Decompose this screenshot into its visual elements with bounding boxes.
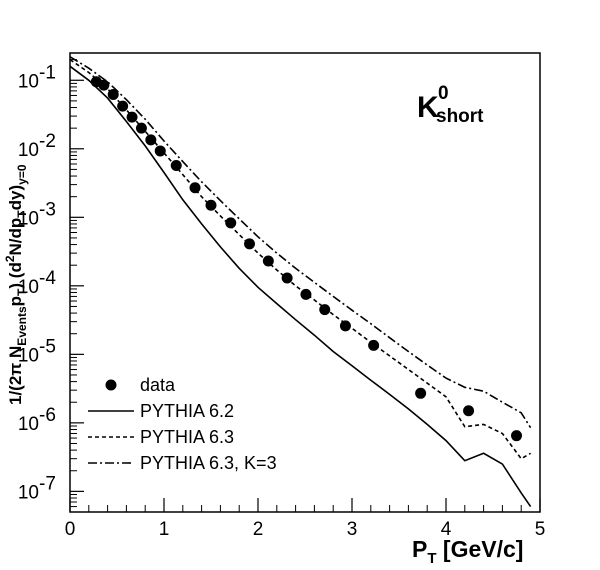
y-title-sub-t2: T [15,210,29,218]
x-tick-label: 1 [159,519,170,540]
x-tick-label: 3 [347,519,358,540]
data-point [244,238,256,250]
data-markers [90,76,522,442]
data-point [126,111,138,123]
y-tick-exponent: -6 [39,405,56,426]
legend-label: PYTHIA 6.2 [140,401,234,421]
y-tick-exponent: -7 [39,473,56,494]
x-axis-title-units: [GeV/c] [437,536,524,562]
x-axis-title-text: PT [GeV/c] [412,536,523,567]
x-axis-title-sub: T [427,550,436,567]
data-point [98,79,110,91]
legend-marker [105,379,117,391]
x-axis-title: PT [GeV/c] [412,536,523,567]
y-title-sup-2: 2 [3,255,17,262]
y-tick-exponent: -1 [39,62,56,83]
y-tick-label: 10 [18,414,39,435]
particle-label-main: K [417,91,439,124]
x-axis-title-p: P [412,536,427,562]
plot-frame [69,52,541,513]
x-tick-label: 2 [253,519,264,540]
y-title-part-3: ) (d [6,262,25,288]
data-point [135,122,147,134]
data-point [281,272,293,284]
y-title-part-2: p [6,296,25,306]
series-line-3 [69,56,532,429]
y-tick-label: 10 [18,71,39,92]
particle-label: K 0 short [417,83,484,127]
data-point [145,134,157,146]
y-axis-title: 1/(2π NEventspT) (d2N/dpTdy)y=0 [3,164,29,405]
particle-label-subscript: short [436,106,484,127]
x-tick-label: 5 [535,519,546,540]
particle-label-superscript: 0 [438,83,449,104]
data-point [300,288,312,300]
data-point [189,182,201,194]
x-tick-label: 0 [65,519,76,540]
y-title-part-5: dy) [6,185,25,211]
y-title-sub-t1: T [15,288,29,296]
y-title-part-4: N/dp [6,218,25,256]
data-point [117,100,129,112]
y-tick-exponent: -5 [39,336,56,357]
data-point [319,304,331,316]
y-tick-exponent: -4 [39,268,56,289]
legend-label: PYTHIA 6.3 [140,427,234,447]
y-tick-label: 10 [18,140,39,161]
data-point [107,88,119,100]
y-tick-exponent: -3 [39,199,56,220]
data-point [225,217,237,229]
y-title-part-1: 1/(2π N [6,346,25,405]
data-point [463,405,475,417]
legend: data PYTHIA 6.2 PYTHIA 6.3 PYTHIA 6.3, K=3 [88,375,277,473]
data-point [415,387,427,399]
data-point [262,255,274,267]
y-title-sub-events: Events [15,306,29,346]
x-tick-label: 4 [441,519,452,540]
axis-ticks: 0 1 2 3 4 510-710-610-510-410-310-210-1 [18,59,546,540]
y-axis-title-text: 1/(2π NEventspT) (d2N/dpTdy)y=0 [3,164,29,405]
y-tick-label: 10 [18,345,39,366]
data-point [170,160,182,172]
data-point [339,320,351,332]
y-tick-label: 10 [18,482,39,503]
data-point [205,199,217,211]
data-point [154,145,166,157]
y-tick-label: 10 [18,277,39,298]
y-title-sub-y0: y=0 [15,164,29,185]
series-line-1 [69,65,532,508]
y-tick-label: 10 [18,208,39,229]
legend-label: PYTHIA 6.3, K=3 [140,453,277,473]
y-tick-exponent: -2 [39,131,56,152]
data-point [511,430,522,442]
legend-label: data [140,375,176,395]
frame-group [69,52,541,513]
data-point [368,339,380,351]
